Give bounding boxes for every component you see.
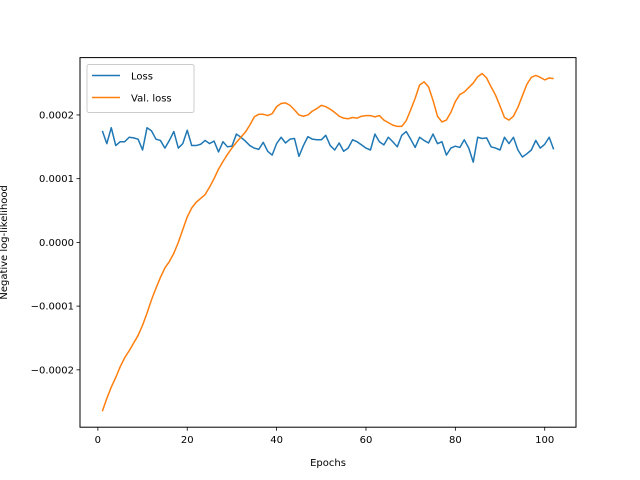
x-tick-label: 100 — [535, 435, 554, 446]
series-line-val-loss — [101, 72, 554, 412]
legend-label-loss: Loss — [131, 72, 153, 83]
x-axis: 0 20 40 60 80 100 — [95, 427, 554, 446]
x-tick-label: 0 — [95, 435, 101, 446]
legend-box — [86, 64, 195, 113]
x-tick-label: 20 — [181, 435, 194, 446]
y-tick-label: 0.0002 — [39, 110, 74, 121]
y-tick-label: −0.0002 — [31, 365, 74, 376]
y-tick-label: 0.0001 — [39, 174, 74, 185]
x-tick-label: 80 — [449, 435, 462, 446]
y-axis-label: Negative log-likelihood — [0, 185, 10, 300]
series-line-loss — [101, 126, 555, 163]
series-layer — [101, 72, 555, 412]
y-axis: −0.0002 −0.0001 0.0000 0.0001 0.0002 — [31, 110, 80, 376]
y-tick-label: −0.0001 — [31, 302, 74, 313]
x-tick-label: 40 — [270, 435, 283, 446]
x-tick-label: 60 — [360, 435, 373, 446]
y-tick-label: 0.0000 — [39, 238, 74, 249]
legend-label-val-loss: Val. loss — [131, 94, 172, 105]
x-axis-label: Epochs — [310, 458, 346, 469]
legend: Loss Val. loss — [86, 64, 195, 113]
